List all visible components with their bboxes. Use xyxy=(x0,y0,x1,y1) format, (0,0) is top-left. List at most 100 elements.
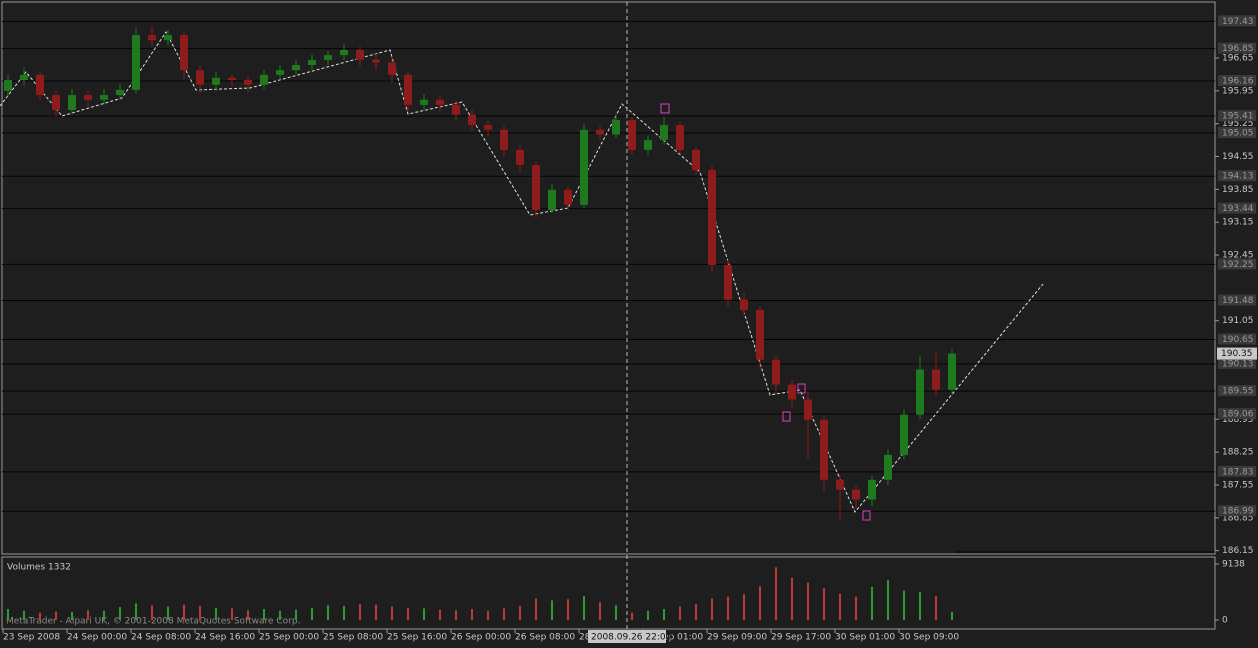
candle-body xyxy=(676,125,684,150)
level-label-box xyxy=(1218,110,1256,122)
level-label-box xyxy=(1218,357,1256,369)
level-label: 195.41 xyxy=(1222,112,1254,122)
candle-body xyxy=(644,140,652,150)
x-tick-label: 25 Sep 16:00 xyxy=(387,633,447,643)
y-tick-label: 186.85 xyxy=(1222,513,1254,523)
candle-body xyxy=(148,34,156,41)
marker xyxy=(660,103,670,114)
y-tick-label: 196.65 xyxy=(1222,53,1254,63)
level-label: 193.44 xyxy=(1222,204,1254,214)
candle-body xyxy=(36,74,44,96)
candle-body xyxy=(228,77,236,81)
x-tick-label: 29 Sep 01:00 xyxy=(643,633,703,643)
level-label-box xyxy=(1218,15,1256,27)
levels xyxy=(2,20,1215,512)
y-tick-label: 192.45 xyxy=(1222,251,1254,261)
candle-body xyxy=(436,99,444,105)
x-tick-label: 24 Sep 16:00 xyxy=(195,633,255,643)
y-tick-label: 187.55 xyxy=(1222,480,1254,490)
candle-body xyxy=(4,80,12,91)
cursor-label: 2008.09.26 22:00 xyxy=(591,633,672,643)
candle-body xyxy=(692,149,700,171)
candle-body xyxy=(756,309,764,360)
level-label: 186.99 xyxy=(1222,507,1254,517)
candle-body xyxy=(164,34,172,41)
x-tick-label: 30 Sep 01:00 xyxy=(835,633,895,643)
candle-body xyxy=(196,70,204,85)
level-label: 190.65 xyxy=(1222,335,1254,345)
candle-body xyxy=(836,479,844,490)
level-label-box xyxy=(1218,465,1256,477)
x-tick-label: 25 Sep 00:00 xyxy=(259,633,319,643)
y-tick-label: 186.15 xyxy=(1222,546,1254,556)
candles xyxy=(4,26,956,521)
candle-body xyxy=(212,77,220,85)
candle-body xyxy=(884,454,892,480)
candle-body xyxy=(20,74,28,81)
candle-body xyxy=(612,119,620,135)
candle-body xyxy=(548,189,556,210)
candle-body xyxy=(596,129,604,135)
last-price-box xyxy=(1217,347,1257,360)
volume-tick-label: 0 xyxy=(1222,616,1228,626)
level-label-box xyxy=(1218,408,1256,420)
level-label-box xyxy=(1218,385,1256,397)
volume-panel xyxy=(1,556,1216,630)
candle-body xyxy=(788,384,796,400)
level-label: 191.48 xyxy=(1222,296,1254,306)
candle-body xyxy=(308,59,316,65)
candle-body xyxy=(84,95,92,100)
candle-body xyxy=(52,95,60,111)
level-label-box xyxy=(1218,42,1256,54)
candle-body xyxy=(932,369,940,390)
level-label: 196.16 xyxy=(1222,76,1254,86)
x-tick-label: 28 xyxy=(579,633,591,643)
x-tick-label: 30 Sep 09:00 xyxy=(899,633,959,643)
x-tick-label: 24 Sep 08:00 xyxy=(131,633,191,643)
candle-body xyxy=(468,114,476,126)
x-tick-label: 24 Sep 00:00 xyxy=(67,633,127,643)
x-tick-label: 29 Sep 09:00 xyxy=(707,633,767,643)
candle-body xyxy=(292,65,300,71)
level-label-box xyxy=(1218,294,1256,306)
level-label: 196.85 xyxy=(1222,44,1254,54)
y-tick-label: 191.05 xyxy=(1222,316,1254,326)
candle-body xyxy=(852,489,860,500)
marker xyxy=(782,411,791,422)
y-tick-label: 195.95 xyxy=(1222,86,1254,96)
candle-body xyxy=(868,479,876,500)
y-tick-label: 188.25 xyxy=(1222,448,1254,458)
level-label: 194.13 xyxy=(1222,172,1254,182)
candle-body xyxy=(820,419,828,480)
candle-body xyxy=(388,62,396,75)
last-price-label: 190.35 xyxy=(1221,349,1253,359)
candle-body xyxy=(532,164,540,210)
candle-body xyxy=(804,399,812,420)
level-label: 190.13 xyxy=(1222,359,1254,369)
candle-body xyxy=(740,299,748,310)
candle-body xyxy=(404,74,412,105)
main-panel xyxy=(1,1,1216,555)
level-label-box xyxy=(1218,127,1256,139)
marker xyxy=(797,383,806,394)
level-label: 187.83 xyxy=(1222,467,1254,477)
candle-body xyxy=(516,149,524,165)
level-label-box xyxy=(1218,258,1256,270)
candle-body xyxy=(356,49,364,60)
candle-body xyxy=(372,59,380,63)
x-tick-label: 25 Sep 08:00 xyxy=(323,633,383,643)
candle-body xyxy=(948,353,956,390)
candle-body xyxy=(580,129,588,205)
candle-body xyxy=(244,80,252,85)
candle-body xyxy=(340,49,348,56)
y-tick-label: 194.55 xyxy=(1222,152,1254,162)
level-label: 189.06 xyxy=(1222,410,1254,420)
zigzag xyxy=(0,31,1044,513)
volume-tick-label: 9138 xyxy=(1222,560,1245,570)
candle-body xyxy=(900,414,908,455)
level-label-box xyxy=(1218,170,1256,182)
level-label-box xyxy=(1218,505,1256,517)
candle-body xyxy=(452,104,460,115)
